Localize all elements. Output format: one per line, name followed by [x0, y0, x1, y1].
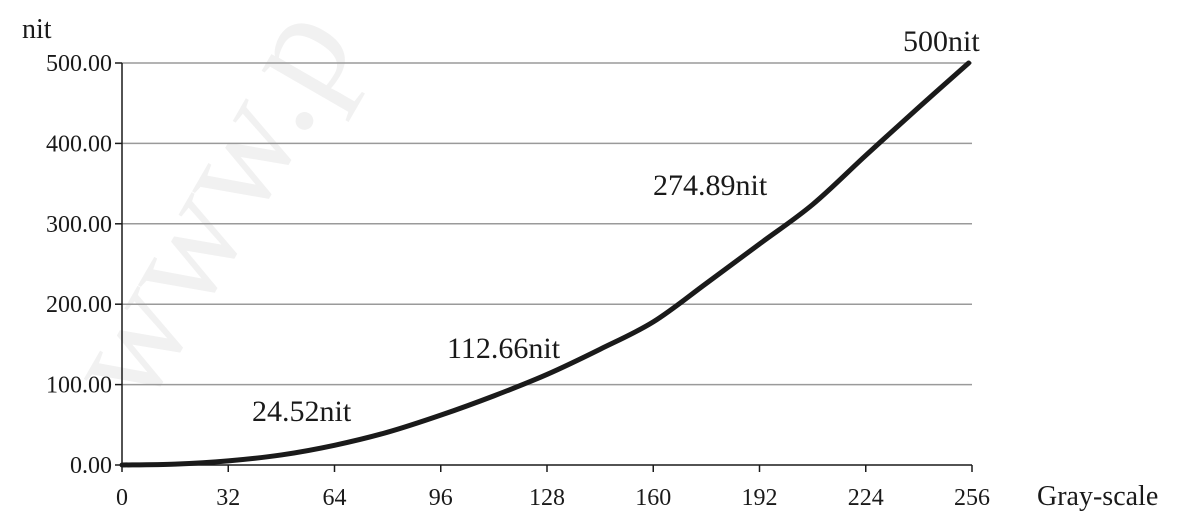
x-tick-label: 0	[116, 485, 128, 511]
x-tick-label: 256	[954, 485, 990, 511]
annotation-label: 500nit	[903, 25, 980, 58]
y-axis-title: nit	[22, 14, 52, 45]
x-axis-title: Gray-scale	[1037, 481, 1158, 512]
gridlines	[122, 62, 972, 386]
y-tick-label: 300.00	[46, 212, 112, 238]
annotation-label: 24.52nit	[252, 395, 352, 428]
axes	[115, 62, 973, 472]
x-tick-label: 192	[742, 485, 778, 511]
annotation-label: 112.66nit	[447, 332, 561, 365]
y-tick-label: 500.00	[46, 51, 112, 77]
y-tick-label: 400.00	[46, 131, 112, 157]
x-tick-label: 128	[529, 485, 565, 511]
y-tick-label: 0.00	[70, 453, 112, 479]
tick-labels: 0.00 100.00 200.00 300.00 400.00 500.00 0 32 64 9…	[46, 51, 990, 511]
x-tick-label: 96	[429, 485, 453, 511]
annotation-label: 274.89nit	[653, 169, 768, 202]
x-tick-label: 160	[635, 485, 671, 511]
x-tick-label: 32	[216, 485, 240, 511]
series-line	[119, 60, 972, 468]
x-tick-label: 64	[323, 485, 347, 511]
x-tick-label: 224	[848, 485, 884, 511]
y-tick-label: 200.00	[46, 292, 112, 318]
y-tick-label: 100.00	[46, 373, 112, 399]
